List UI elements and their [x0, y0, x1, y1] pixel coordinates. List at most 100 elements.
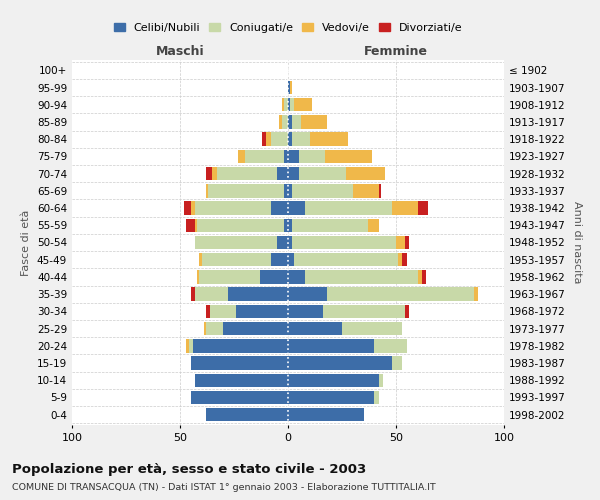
Bar — [323, 304, 404, 318]
Bar — [195, 218, 197, 232]
Bar — [396, 236, 404, 249]
Bar — [290, 98, 295, 112]
Bar — [191, 356, 288, 370]
Bar — [374, 339, 407, 352]
Bar — [288, 288, 327, 301]
Bar — [277, 167, 288, 180]
Bar — [292, 116, 301, 128]
Bar — [288, 116, 292, 128]
Bar — [284, 98, 288, 112]
Bar — [280, 116, 281, 128]
Bar — [392, 356, 403, 370]
Bar — [288, 236, 292, 249]
Bar — [193, 339, 288, 352]
Bar — [288, 150, 299, 163]
Bar — [288, 322, 342, 336]
Bar — [236, 304, 288, 318]
Bar — [374, 390, 379, 404]
Bar — [305, 270, 418, 283]
Bar — [191, 202, 195, 215]
Bar — [197, 218, 284, 232]
Bar — [277, 236, 288, 249]
Bar — [262, 132, 266, 146]
Bar — [288, 304, 323, 318]
Bar — [260, 270, 288, 283]
Bar — [266, 132, 271, 146]
Y-axis label: Fasce di età: Fasce di età — [22, 210, 31, 276]
Bar — [191, 390, 288, 404]
Bar — [281, 98, 284, 112]
Bar — [299, 150, 325, 163]
Bar — [288, 270, 305, 283]
Bar — [245, 150, 284, 163]
Bar — [295, 253, 398, 266]
Bar — [342, 322, 403, 336]
Bar — [301, 116, 327, 128]
Bar — [299, 167, 346, 180]
Bar — [292, 132, 310, 146]
Bar — [271, 202, 288, 215]
Bar — [288, 339, 374, 352]
Bar — [288, 218, 292, 232]
Bar — [403, 253, 407, 266]
Bar — [206, 322, 223, 336]
Bar — [288, 132, 292, 146]
Bar — [295, 98, 312, 112]
Bar — [288, 202, 305, 215]
Bar — [208, 184, 284, 198]
Bar — [398, 253, 403, 266]
Bar — [288, 98, 290, 112]
Bar — [353, 184, 379, 198]
Bar — [292, 236, 396, 249]
Bar — [223, 322, 288, 336]
Bar — [422, 270, 426, 283]
Bar — [206, 304, 210, 318]
Bar — [288, 390, 374, 404]
Legend: Celibi/Nubili, Coniugati/e, Vedovi/e, Divorziati/e: Celibi/Nubili, Coniugati/e, Vedovi/e, Di… — [109, 18, 467, 37]
Bar — [288, 253, 295, 266]
Bar — [206, 167, 212, 180]
Bar — [184, 202, 191, 215]
Bar — [191, 288, 195, 301]
Bar — [305, 202, 392, 215]
Bar — [187, 218, 195, 232]
Bar — [290, 81, 292, 94]
Bar — [188, 339, 193, 352]
Bar — [271, 132, 288, 146]
Bar — [327, 288, 474, 301]
Bar — [238, 150, 245, 163]
Bar — [404, 304, 409, 318]
Bar — [325, 150, 372, 163]
Bar — [195, 202, 271, 215]
Bar — [418, 202, 428, 215]
Bar — [281, 116, 288, 128]
Text: Popolazione per età, sesso e stato civile - 2003: Popolazione per età, sesso e stato civil… — [12, 462, 366, 475]
Bar — [284, 218, 288, 232]
Bar — [210, 304, 236, 318]
Bar — [284, 184, 288, 198]
Bar — [271, 253, 288, 266]
Bar — [288, 184, 292, 198]
Bar — [288, 356, 392, 370]
Bar — [195, 288, 227, 301]
Bar — [379, 184, 381, 198]
Text: Femmine: Femmine — [364, 46, 428, 59]
Bar — [379, 374, 383, 387]
Bar — [202, 253, 271, 266]
Bar — [368, 218, 379, 232]
Bar — [206, 184, 208, 198]
Text: COMUNE DI TRANSACQUA (TN) - Dati ISTAT 1° gennaio 2003 - Elaborazione TUTTITALIA: COMUNE DI TRANSACQUA (TN) - Dati ISTAT 1… — [12, 484, 436, 492]
Bar — [292, 184, 353, 198]
Bar — [288, 81, 290, 94]
Bar — [187, 339, 188, 352]
Bar — [474, 288, 478, 301]
Bar — [404, 236, 409, 249]
Bar — [199, 253, 202, 266]
Bar — [346, 167, 385, 180]
Bar — [195, 374, 288, 387]
Bar — [288, 167, 299, 180]
Bar — [206, 408, 288, 422]
Bar — [199, 270, 260, 283]
Bar — [284, 150, 288, 163]
Bar — [288, 408, 364, 422]
